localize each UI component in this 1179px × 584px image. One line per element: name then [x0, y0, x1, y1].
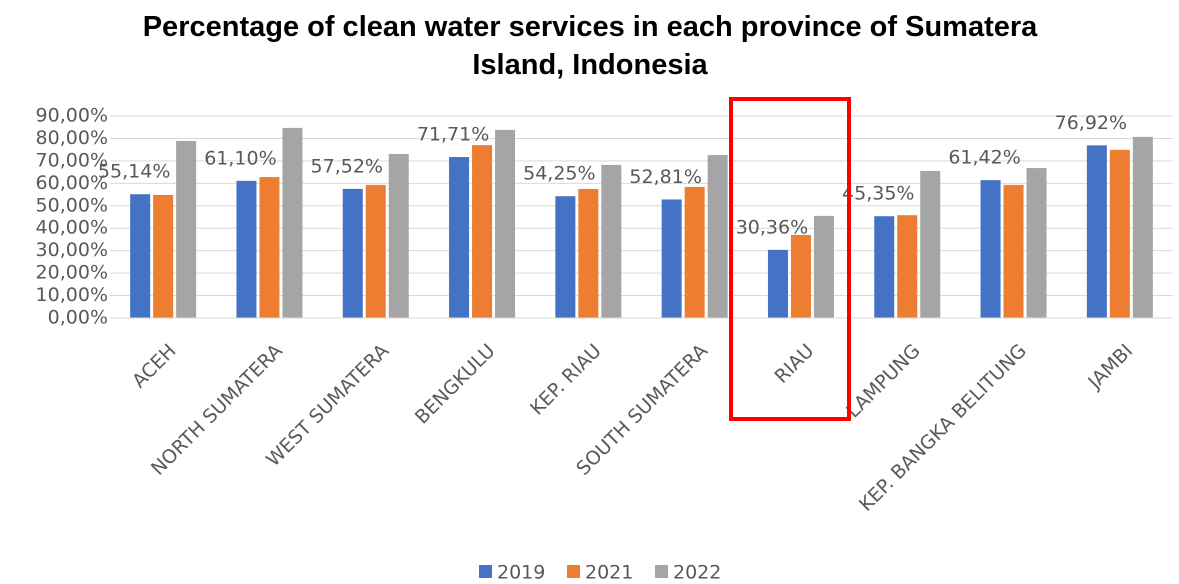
bar — [472, 145, 493, 318]
bar — [365, 184, 386, 318]
legend-label: 2021 — [585, 562, 633, 584]
y-tick-label: 30,00% — [36, 239, 108, 261]
bar — [282, 127, 303, 318]
bar — [153, 195, 174, 318]
data-label: 61,10% — [204, 147, 276, 169]
bar — [920, 170, 941, 318]
x-tick-label: ACEH — [128, 340, 180, 392]
bar — [897, 215, 918, 318]
y-tick-label: 90,00% — [36, 105, 108, 127]
y-tick-label: 70,00% — [36, 149, 108, 171]
y-tick-label: 0,00% — [48, 307, 108, 329]
y-tick-label: 40,00% — [36, 217, 108, 239]
bar — [874, 216, 895, 318]
bar — [176, 140, 197, 318]
bar — [707, 155, 728, 318]
data-label: 54,25% — [523, 163, 595, 185]
y-tick-label: 50,00% — [36, 194, 108, 216]
y-tick-label: 80,00% — [36, 127, 108, 149]
bar — [555, 196, 576, 318]
data-label: 45,35% — [842, 183, 914, 205]
legend-swatch — [479, 565, 492, 578]
bar — [767, 249, 788, 318]
x-tick-label: LAMPUNG — [842, 340, 925, 423]
bar — [980, 180, 1001, 318]
x-tick-label: BENGKULU — [411, 340, 500, 429]
legend-label: 2022 — [673, 562, 721, 584]
bar — [449, 157, 470, 318]
bar — [342, 188, 363, 318]
bar — [1132, 136, 1153, 318]
highlight-box — [729, 97, 851, 421]
bar — [578, 188, 599, 318]
y-tick-label: 20,00% — [36, 262, 108, 284]
bar — [388, 153, 409, 318]
x-tick-label: RIAU — [770, 340, 818, 388]
data-label: 57,52% — [311, 155, 383, 177]
x-tick-label: JAMBI — [1083, 340, 1137, 394]
data-label: 30,36% — [736, 216, 808, 238]
bar — [661, 199, 682, 318]
bar — [130, 194, 151, 318]
data-label: 61,42% — [948, 147, 1020, 169]
bar — [1086, 145, 1107, 318]
bar — [601, 164, 622, 318]
bar — [790, 234, 811, 318]
chart-title: Percentage of clean water services in ea… — [142, 11, 1038, 81]
legend-label: 2019 — [497, 562, 545, 584]
x-tick-label: KEP. RIAU — [526, 340, 606, 420]
bar — [236, 180, 257, 318]
bar — [1003, 184, 1024, 318]
legend-swatch — [655, 565, 668, 578]
data-label: 76,92% — [1055, 112, 1127, 134]
legend-swatch — [567, 565, 580, 578]
bar — [495, 129, 516, 318]
y-tick-label: 60,00% — [36, 172, 108, 194]
y-tick-label: 10,00% — [36, 284, 108, 306]
bar — [259, 177, 280, 318]
bar — [1109, 149, 1130, 318]
data-label: 52,81% — [629, 166, 701, 188]
data-label: 55,14% — [98, 161, 170, 183]
bar — [1026, 168, 1047, 318]
bar — [813, 215, 834, 318]
bar — [684, 186, 705, 318]
data-label: 71,71% — [417, 124, 489, 146]
